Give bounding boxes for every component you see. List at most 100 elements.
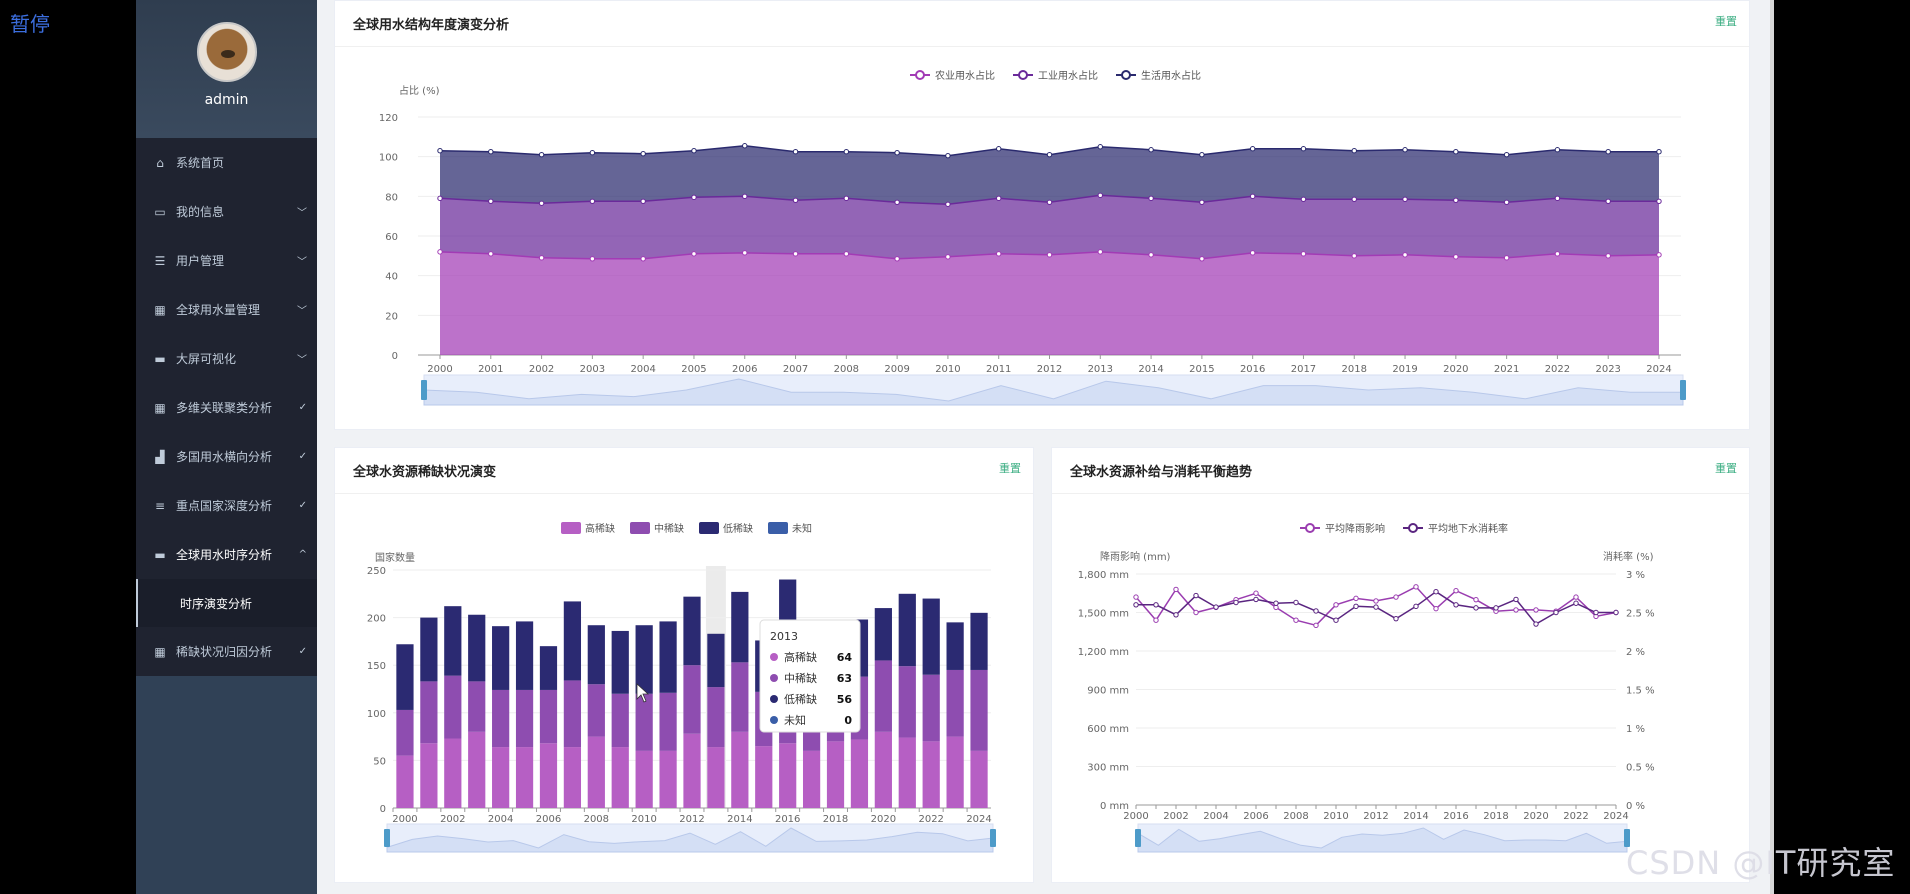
datazoom-handle-right[interactable]: [990, 829, 996, 847]
x-tick-label: 2018: [823, 814, 848, 825]
y-tick-label-right: 0.5 %: [1626, 763, 1655, 774]
datazoom-handle-left[interactable]: [421, 380, 427, 400]
data-point: [1593, 609, 1599, 616]
data-point: [1148, 147, 1154, 153]
bar-高稀缺: [659, 750, 677, 808]
bar-低稀缺: [444, 606, 462, 676]
page-scrollbar[interactable]: [1770, 0, 1774, 894]
bar-低稀缺: [683, 596, 701, 666]
sidebar-item[interactable]: ▦ 全球用水量管理 ﹀: [136, 285, 317, 334]
data-point: [589, 150, 596, 156]
datazoom-handle-right[interactable]: [1680, 380, 1686, 400]
sidebar-item[interactable]: ▦ 稀缺状况归因分析 ✓: [136, 627, 317, 676]
panel-title: 全球水资源稀缺状况演变: [353, 465, 497, 480]
id-card-icon: ▭: [154, 204, 166, 219]
sidebar-item[interactable]: ▦ 多维关联聚类分析 ✓: [136, 383, 317, 432]
data-point: [1351, 196, 1357, 203]
sidebar-item[interactable]: ▟ 多国用水横向分析 ✓: [136, 432, 317, 481]
legend-marker: [1121, 70, 1131, 80]
tooltip-marker: [770, 716, 778, 724]
data-point: [437, 249, 443, 255]
x-tick-label: 2004: [1203, 811, 1228, 822]
sidebar-item[interactable]: ▬ 大屏可视化 ﹀: [136, 334, 317, 383]
mouse-cursor-icon: [636, 683, 650, 703]
data-point: [1393, 594, 1399, 600]
legend-label: 高稀缺: [585, 522, 615, 535]
sidebar-item-label: 全球用水时序分析: [176, 548, 273, 562]
sidebar-item[interactable]: ▬ 全球用水时序分析 ^: [136, 530, 317, 579]
reset-button[interactable]: 重置: [1715, 462, 1737, 475]
chevron-icon: ✓: [298, 451, 307, 462]
bar-中稀缺: [946, 669, 964, 737]
tooltip-marker: [770, 674, 778, 682]
tooltip-series: 低稀缺: [784, 692, 817, 706]
data-point: [1503, 255, 1510, 261]
x-tick-label: 2014: [727, 814, 752, 825]
y-tick-label-left: 300 mm: [1087, 763, 1129, 774]
reset-button[interactable]: 重置: [999, 462, 1021, 475]
data-point: [1351, 148, 1357, 154]
x-tick-label: 2014: [1138, 364, 1163, 375]
sidebar-item[interactable]: ⌂ 系统首页: [136, 138, 317, 187]
datazoom-handle-left[interactable]: [1135, 829, 1141, 847]
data-point: [1333, 602, 1339, 608]
scarcity-panel: 全球水资源稀缺状况演变 重置 高稀缺 中稀缺 低稀缺 未知 国家数量 0 50 100 150 2…: [334, 447, 1034, 883]
y-axis-title: 国家数量: [375, 551, 415, 564]
data-point: [1573, 594, 1579, 600]
sidebar-item[interactable]: ▭ 我的信息 ﹀: [136, 187, 317, 236]
bar-中稀缺: [707, 687, 725, 748]
data-point: [1656, 198, 1662, 204]
avatar[interactable]: [196, 22, 257, 82]
data-point: [488, 198, 494, 204]
y-tick-label-left: 1,800 mm: [1078, 570, 1129, 581]
bar-低稀缺: [611, 630, 629, 694]
legend-label: 平均地下水消耗率: [1428, 522, 1508, 535]
x-tick-label: 2006: [732, 364, 757, 375]
bar-高稀缺: [683, 733, 701, 808]
bar-高稀缺: [468, 731, 486, 808]
bar-高稀缺: [898, 737, 916, 808]
structure-panel: 全球用水结构年度演变分析 重置 农业用水占比 工业用水占比 生活用水占比 占比 (%)…: [334, 0, 1750, 430]
y-tick-label: 0: [392, 351, 398, 362]
sidebar-subitem-active[interactable]: 时序演变分析: [136, 579, 317, 627]
sidebar-item[interactable]: ☰ 用户管理 ﹀: [136, 236, 317, 285]
data-point: [792, 149, 799, 155]
datazoom-handle-right[interactable]: [1624, 829, 1630, 847]
data-point: [1148, 252, 1154, 258]
data-point: [1433, 605, 1439, 612]
chart-icon: ▟: [155, 449, 165, 464]
panel-header: 全球水资源稀缺状况演变 重置: [335, 448, 1033, 494]
datazoom-handle-left[interactable]: [384, 829, 390, 847]
bar-低稀缺: [396, 644, 414, 710]
data-point: [1453, 149, 1459, 155]
data-point: [437, 148, 443, 154]
reset-button[interactable]: 重置: [1715, 15, 1737, 28]
x-tick-label: 2021: [1494, 364, 1519, 375]
bar-中稀缺: [587, 684, 605, 737]
balance-panel: 全球水资源补给与消耗平衡趋势 重置 平均降雨影响 平均地下水消耗率 降雨影响 (mm…: [1051, 447, 1750, 883]
bar-高稀缺: [731, 731, 749, 808]
x-tick-label: 2000: [1123, 811, 1148, 822]
x-tick-label: 2009: [884, 364, 909, 375]
sidebar: admin ⌂ 系统首页 ▭ 我的信息 ﹀ ☰ 用户管理 ﹀ ▦ 全球用水量管理 ﹀ ▬ 大屏可视化 ﹀ ▦…: [136, 0, 317, 894]
data-point: [1453, 197, 1459, 204]
y-tick-label: 40: [385, 272, 398, 283]
x-tick-label: 2000: [392, 814, 417, 825]
legend-label: 农业用水占比: [935, 69, 995, 82]
area-series-0: [440, 251, 1659, 355]
y-tick-label: 20: [385, 311, 398, 322]
x-tick-label: 2012: [1037, 364, 1062, 375]
data-point: [1249, 146, 1256, 152]
x-tick-label: 2019: [1392, 364, 1417, 375]
tooltip: 2013 高稀缺 64 中稀缺 63 低稀缺 56 未知 0: [759, 619, 861, 733]
y-tick-label-left: 600 mm: [1087, 724, 1129, 735]
sliders-icon: ≡: [154, 498, 166, 513]
sidebar-item[interactable]: ≡ 重点国家深度分析 ✓: [136, 481, 317, 530]
pause-label[interactable]: 暂停: [10, 12, 50, 36]
data-point: [1453, 254, 1459, 260]
tooltip-title: 2013: [770, 630, 798, 643]
legend-marker: [1408, 523, 1418, 533]
